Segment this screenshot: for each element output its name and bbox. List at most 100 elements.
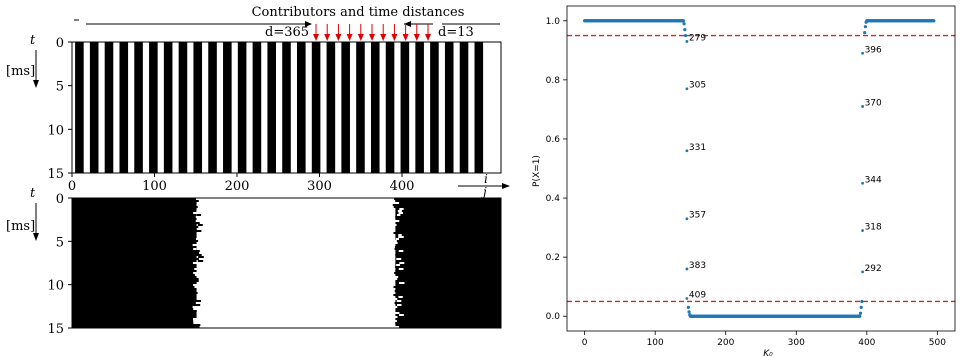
top-x-tick-label: 400 — [390, 179, 415, 194]
raster-edge-noise — [393, 232, 399, 234]
data-point — [688, 313, 692, 317]
data-point — [858, 314, 862, 318]
raster-edge-noise — [192, 244, 198, 246]
x-tick-label: 400 — [858, 338, 875, 348]
raster-edge-noise — [193, 310, 197, 312]
raster-edge-noise — [399, 282, 405, 284]
raster-edge-noise — [398, 250, 404, 252]
spike-stripe — [311, 42, 321, 173]
raster-edge-noise — [193, 236, 197, 238]
raster-edge-noise — [395, 254, 400, 256]
raster-edge-noise — [393, 294, 398, 296]
bottom-panel: t [ms] 0 5 10 15 — [6, 186, 502, 337]
raster-white-region — [196, 198, 396, 328]
labeled-data-point — [861, 105, 864, 108]
raster-edge-noise — [394, 302, 399, 304]
raster-edge-noise — [397, 226, 402, 228]
raster-edge-noise — [197, 246, 203, 248]
raster-edge-noise — [393, 240, 397, 242]
raster-edge-noise — [195, 250, 200, 252]
contributor-arrows — [313, 24, 431, 41]
raster-edge-noise — [398, 212, 404, 214]
top-x-ticks: 0 100 200 300 400 — [68, 173, 415, 194]
raster-edge-noise — [196, 312, 203, 314]
bottom-time-unit: [ms] — [6, 219, 35, 234]
index-label-i: i — [484, 172, 488, 186]
raster-edge-noise — [393, 276, 399, 278]
raster-edge-noise — [193, 272, 197, 274]
raster-edge-noise — [397, 324, 402, 326]
raster-edge-noise — [395, 238, 400, 240]
contributor-arrowhead — [313, 34, 319, 41]
spike-stripe — [252, 42, 262, 173]
raster-edge-noise — [395, 200, 400, 202]
raster-edge-noise — [193, 252, 200, 254]
raster-edge-noise — [199, 218, 204, 220]
raster-edge-noise — [193, 320, 198, 322]
raster-edge-noise — [193, 278, 199, 280]
raster-edge-noise — [194, 286, 199, 288]
contributor-arrowhead — [425, 34, 431, 41]
point-label: 357 — [689, 211, 706, 221]
labeled-data-point — [685, 217, 689, 221]
contributor-arrowhead — [369, 34, 375, 41]
raster-edge-noise — [398, 236, 404, 238]
top-time-unit: [ms] — [6, 64, 35, 79]
raster-edge-noise — [395, 218, 401, 220]
raster-edge-noise — [196, 198, 201, 200]
top-time-arrowhead — [33, 80, 39, 88]
raster-edge-noise — [399, 208, 404, 210]
top-panel: t [ms] 0 5 10 15 0 100 200 300 400 i j — [6, 33, 510, 199]
top-x-tick-label: 0 — [68, 179, 76, 194]
spike-stripe — [282, 42, 291, 173]
raster-edge-noise — [193, 200, 199, 202]
point-label: 331 — [689, 143, 706, 153]
raster-edge-noise — [195, 230, 202, 232]
bottom-time-letter: t — [30, 186, 36, 201]
labeled-data-point — [685, 149, 689, 153]
distance-label-long: d=365 — [265, 25, 309, 40]
raster-edge-noise — [198, 270, 202, 272]
distance-arrowhead-long — [305, 21, 312, 27]
top-x-tick-label: 300 — [307, 179, 332, 194]
raster-edge-noise — [197, 208, 202, 210]
point-label: 370 — [865, 98, 882, 108]
point-label: 318 — [865, 223, 882, 233]
index-label-j: j — [480, 185, 487, 199]
labeled-data-point — [861, 51, 864, 55]
distance-arrowhead-short — [404, 21, 411, 27]
raster-edge-noise — [397, 308, 403, 310]
annotation-title: Contributors and time distances — [252, 5, 465, 20]
raster-edge-noise — [395, 230, 400, 232]
contributor-arrowhead — [402, 34, 409, 41]
data-point — [858, 311, 863, 315]
raster-edge-noise — [199, 290, 205, 292]
raster-edge-noise — [198, 276, 203, 278]
y-tick-label: 0.2 — [546, 253, 560, 263]
bottom-time-arrowhead — [33, 233, 39, 241]
data-point — [681, 19, 686, 23]
spike-stripe — [459, 42, 469, 173]
raster-edge-noise — [397, 284, 403, 286]
raster-edge-noise — [393, 242, 398, 244]
raster-edge-noise — [193, 212, 199, 214]
raster-edge-noise — [196, 304, 201, 306]
plot-frame — [566, 5, 956, 332]
point-label: 292 — [865, 264, 882, 274]
raster-edge-noise — [195, 258, 199, 260]
x-tick-label: 500 — [929, 338, 946, 348]
spike-stripe — [341, 42, 350, 173]
raster-edge-noise — [394, 312, 400, 314]
raster-edge-noise — [395, 266, 399, 268]
raster-edge-noise — [196, 238, 200, 240]
spike-stripe — [237, 42, 247, 173]
raster-edge-noise — [393, 206, 398, 208]
data-point — [864, 20, 868, 24]
spike-stripe — [444, 42, 454, 173]
raster-edge-noise — [396, 258, 402, 260]
raster-edge-noise — [193, 248, 197, 250]
top-x-tick-label: 200 — [225, 179, 250, 194]
raster-edge-noise — [192, 262, 198, 264]
raster-edge-noise — [195, 326, 200, 328]
spike-stripe — [178, 42, 188, 173]
